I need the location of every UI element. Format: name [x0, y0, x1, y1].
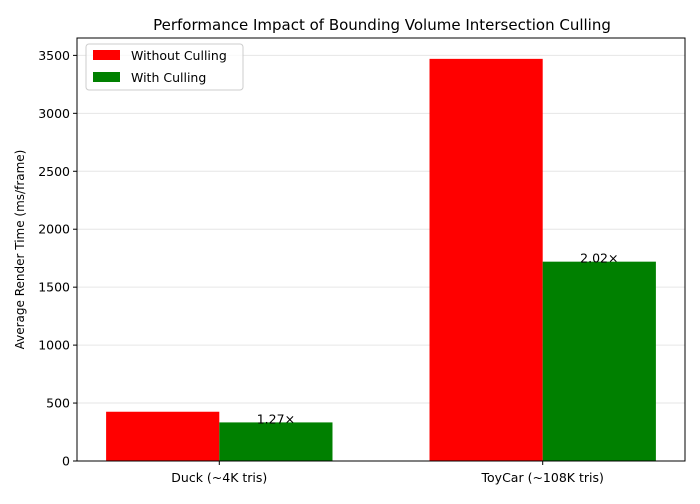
y-tick-label: 500 — [46, 396, 70, 411]
gridlines — [77, 54, 685, 462]
y-tick-label: 0 — [62, 454, 70, 469]
legend: Without Culling With Culling — [85, 43, 244, 91]
legend-swatch-with-culling — [93, 72, 120, 82]
chart-title: Performance Impact of Bounding Volume In… — [153, 16, 611, 34]
bars — [106, 58, 656, 461]
x-tick-label: ToyCar (~108K tris) — [481, 470, 604, 485]
x-axis: Duck (~4K tris) ToyCar (~108K tris) — [171, 461, 604, 485]
speedup-annotation: 2.02× — [580, 251, 618, 266]
bar-with-culling — [219, 422, 333, 461]
y-tick-label: 1000 — [38, 338, 70, 353]
bar-without-culling — [106, 411, 220, 461]
bar-with-culling — [542, 261, 656, 461]
y-tick-label: 1500 — [38, 280, 70, 295]
legend-frame — [85, 43, 244, 91]
legend-label-without-culling: Without Culling — [131, 48, 227, 63]
y-tick-label: 3500 — [38, 48, 70, 63]
y-tick-label: 3000 — [38, 106, 70, 121]
annotations: 1.27× 2.02× — [257, 251, 619, 427]
y-tick-label: 2500 — [38, 164, 70, 179]
legend-swatch-without-culling — [93, 50, 120, 60]
y-axis: 0 500 1000 1500 2000 2500 3000 3500 — [38, 48, 77, 469]
legend-label-with-culling: With Culling — [131, 70, 206, 85]
x-tick-label: Duck (~4K tris) — [171, 470, 267, 485]
bar-without-culling — [429, 58, 543, 461]
plot-frame — [76, 37, 686, 462]
speedup-annotation: 1.27× — [257, 411, 295, 426]
y-axis-label: Average Render Time (ms/frame) — [13, 150, 27, 350]
y-tick-label: 2000 — [38, 222, 70, 237]
